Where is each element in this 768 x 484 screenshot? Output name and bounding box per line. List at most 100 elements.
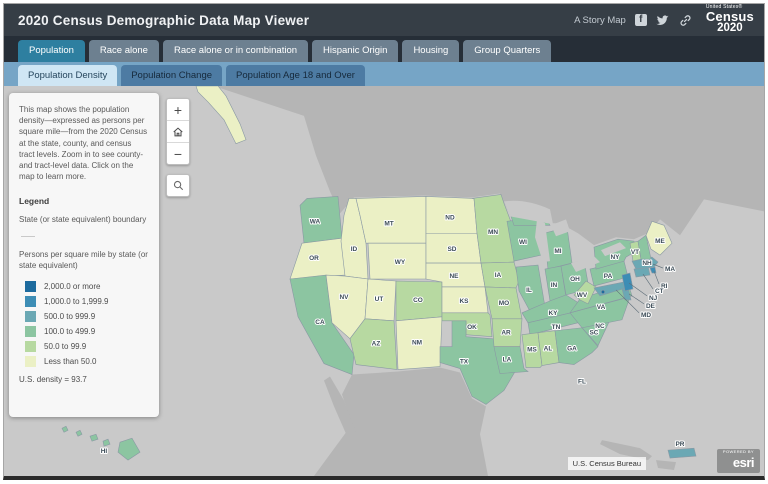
- svg-text:MT: MT: [384, 220, 393, 227]
- svg-text:SD: SD: [447, 246, 456, 253]
- lake-superior: [504, 200, 553, 225]
- legend-item: 2,000.0 or more: [25, 280, 149, 292]
- svg-text:OK: OK: [467, 324, 477, 331]
- topic-tab-bar: Population Race alone Race alone or in c…: [4, 36, 764, 62]
- svg-text:NH: NH: [642, 260, 652, 267]
- svg-text:NE: NE: [449, 273, 459, 280]
- legend-item-label: 1,000.0 to 1,999.9: [44, 296, 109, 306]
- svg-text:ND: ND: [445, 214, 455, 221]
- us-density-note: U.S. density = 93.7: [19, 374, 87, 384]
- info-legend-panel: This map shows the population density—ex…: [9, 93, 159, 417]
- svg-text:MO: MO: [499, 300, 509, 307]
- subtab-population-density[interactable]: Population Density: [18, 65, 118, 86]
- svg-text:AL: AL: [544, 346, 553, 353]
- leader-line-md: [615, 289, 640, 314]
- map-attribution: U.S. Census Bureau: [567, 457, 646, 470]
- svg-text:WV: WV: [577, 292, 588, 299]
- canada-landmass: [214, 86, 764, 246]
- legend-item-label: Less than 50.0: [44, 356, 97, 366]
- census-2020-logo: United States® Census 2020: [705, 4, 754, 35]
- svg-text:CT: CT: [655, 288, 664, 295]
- svg-text:NM: NM: [412, 340, 422, 347]
- legend-swatch: [25, 340, 36, 352]
- svg-text:AR: AR: [501, 330, 511, 337]
- map-zoom-controls: + −: [166, 98, 190, 165]
- leader-line-ma: [652, 263, 664, 269]
- zoom-in-button[interactable]: +: [167, 99, 189, 121]
- tab-hispanic-origin[interactable]: Hispanic Origin: [312, 40, 399, 62]
- leader-line-ct: [642, 273, 654, 290]
- map-canvas[interactable]: WA OR CA NV ID MT WY UT CO AZ NM ND SD N…: [4, 86, 764, 476]
- svg-text:NV: NV: [339, 294, 349, 301]
- svg-text:UT: UT: [375, 296, 384, 303]
- svg-text:MI: MI: [554, 248, 561, 255]
- svg-text:MD: MD: [641, 312, 651, 319]
- svg-text:HI: HI: [101, 448, 108, 455]
- legend-classes-label: Persons per square mile by state (or sta…: [19, 249, 148, 270]
- legend-item: 50.0 to 99.9: [25, 340, 149, 352]
- us-choropleth-map[interactable]: WA OR CA NV ID MT WY UT CO AZ NM ND SD N…: [4, 86, 764, 476]
- facebook-icon[interactable]: f: [634, 14, 647, 26]
- svg-text:OR: OR: [309, 255, 319, 262]
- svg-text:IL: IL: [526, 287, 532, 294]
- svg-text:MA: MA: [665, 266, 675, 273]
- svg-text:MS: MS: [527, 347, 537, 354]
- svg-text:NY: NY: [610, 254, 620, 261]
- story-map-link[interactable]: A Story Map: [574, 14, 626, 26]
- legend-swatch: [25, 325, 36, 337]
- powered-by-label: POWERED BY: [722, 449, 754, 454]
- cuba-island: [600, 440, 652, 461]
- twitter-icon[interactable]: [656, 13, 670, 27]
- leader-line-ri: [653, 270, 660, 285]
- svg-text:NJ: NJ: [649, 295, 658, 302]
- tab-housing[interactable]: Housing: [402, 40, 460, 62]
- mexico-landmass: [314, 367, 488, 476]
- legend-swatch: [25, 355, 36, 367]
- baja-peninsula: [324, 376, 356, 439]
- boundary-line-swatch: [21, 235, 35, 237]
- tab-group-quarters[interactable]: Group Quarters: [463, 40, 552, 62]
- legend-item-label: 2,000.0 or more: [44, 281, 101, 291]
- tab-population[interactable]: Population: [18, 40, 85, 62]
- svg-text:KY: KY: [548, 310, 558, 317]
- svg-text:NC: NC: [595, 323, 605, 330]
- svg-text:WA: WA: [310, 218, 321, 225]
- svg-text:RI: RI: [661, 283, 668, 290]
- search-button[interactable]: [166, 174, 190, 197]
- svg-text:OH: OH: [570, 276, 580, 283]
- tab-race-alone[interactable]: Race alone: [88, 40, 159, 62]
- home-button[interactable]: [167, 121, 189, 143]
- svg-text:DE: DE: [646, 303, 656, 310]
- subtab-population-age-18-and-over[interactable]: Population Age 18 and Over: [226, 65, 365, 86]
- legend-swatch: [25, 280, 36, 292]
- svg-text:TN: TN: [552, 324, 561, 331]
- share-link-icon[interactable]: [679, 13, 693, 27]
- legend-item: Less than 50.0: [25, 355, 149, 367]
- legend-item-label: 500.0 to 999.9: [44, 311, 96, 321]
- svg-text:WY: WY: [395, 259, 406, 266]
- svg-text:IA: IA: [495, 272, 502, 279]
- map-description: This map shows the population density—ex…: [19, 105, 148, 182]
- hispaniola-island: [656, 460, 676, 471]
- legend-item: 500.0 to 999.9: [25, 310, 149, 322]
- subtab-population-change[interactable]: Population Change: [121, 65, 223, 86]
- svg-text:FL: FL: [578, 378, 586, 385]
- lake-ontario: [601, 242, 626, 257]
- svg-text:ID: ID: [351, 246, 358, 253]
- esri-brand: esri: [732, 455, 755, 470]
- subtopic-tab-bar: Population Density Population Change Pop…: [4, 62, 764, 86]
- svg-text:VA: VA: [597, 304, 606, 311]
- svg-text:WI: WI: [519, 239, 527, 246]
- page-title: 2020 Census Demographic Data Map Viewer: [18, 12, 310, 28]
- zoom-out-button[interactable]: −: [173, 145, 183, 162]
- svg-text:TX: TX: [460, 359, 469, 366]
- svg-text:CA: CA: [315, 319, 325, 326]
- svg-text:PR: PR: [675, 441, 684, 448]
- svg-text:AZ: AZ: [372, 341, 381, 348]
- legend-item-label: 50.0 to 99.9: [44, 341, 87, 351]
- svg-text:IN: IN: [551, 282, 558, 289]
- lake-huron: [551, 219, 570, 237]
- tab-race-alone-or-in-combination[interactable]: Race alone or in combination: [162, 40, 309, 62]
- svg-text:VT: VT: [631, 249, 639, 256]
